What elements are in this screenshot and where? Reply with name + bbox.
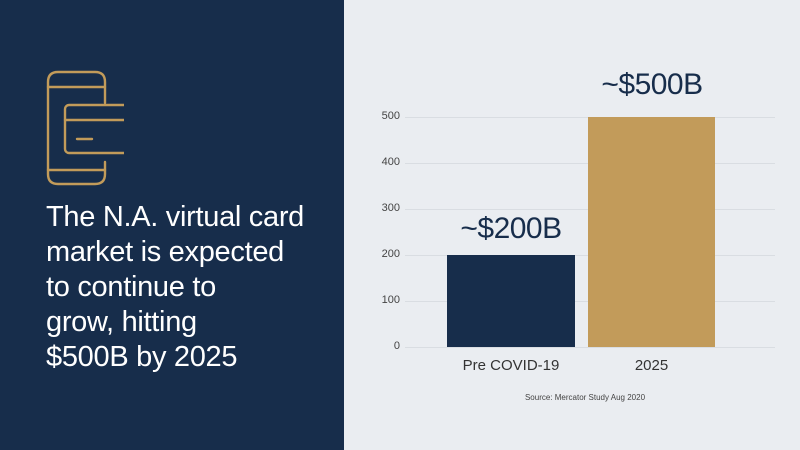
- bar-pre-covid: [447, 255, 575, 347]
- y-tick-label: 500: [381, 110, 400, 122]
- data-label-pre-covid: ~$200B: [460, 212, 562, 245]
- y-tick-label: 300: [381, 202, 400, 214]
- chart-panel: [344, 0, 800, 450]
- y-tick-label: 200: [381, 248, 400, 260]
- phone-with-credit-card-icon: [46, 70, 124, 186]
- headline: The N.A. virtual card market is expected…: [46, 200, 336, 375]
- headline-line: to continue to: [46, 271, 216, 303]
- x-tick-label: 2025: [634, 357, 669, 374]
- headline-line: $500B by 2025: [46, 341, 238, 373]
- headline-line: market is expected: [46, 236, 284, 268]
- source-note: Source: Mercator Study Aug 2020: [524, 393, 646, 402]
- y-tick-label: 400: [381, 156, 400, 168]
- gridline: [405, 347, 775, 348]
- bar-2025: [588, 117, 715, 347]
- x-tick-label: Pre COVID-19: [462, 357, 560, 374]
- data-label-2025: ~$500B: [601, 68, 703, 101]
- y-tick-label: 0: [393, 340, 400, 352]
- headline-line: The N.A. virtual card: [46, 201, 305, 233]
- left-panel: The N.A. virtual card market is expected…: [0, 0, 344, 450]
- headline-line: grow, hitting: [46, 306, 197, 338]
- y-tick-label: 100: [381, 294, 400, 306]
